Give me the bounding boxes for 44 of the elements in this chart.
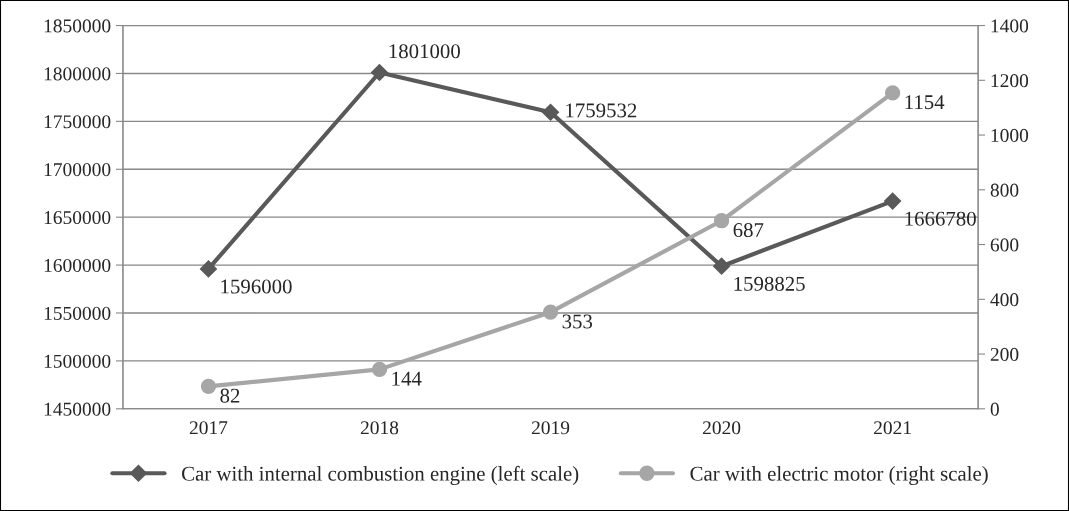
data-label: 1596000 [221,279,292,294]
point [542,304,559,320]
y2-tick-label: 200 [990,347,1019,361]
y-tick-label: 1450000 [44,402,111,416]
legend-label: Car with internal combustion engine (left scale) [182,465,579,486]
x-tick-label: 2018 [360,421,399,435]
point [371,361,388,378]
point [370,63,389,82]
point [884,85,901,101]
data-label: 1801000 [389,44,460,59]
y2-tick-label: 0 [990,402,999,416]
y-tick-label: 1500000 [44,354,111,368]
y2-tick-label: 600 [990,238,1019,252]
point [200,378,217,394]
y2-tick-label: 800 [990,183,1019,197]
data-label: 82 [220,388,240,403]
y-tick-label: 1700000 [44,163,111,177]
y-tick-label: 1650000 [44,210,111,225]
point [713,213,730,229]
y-tick-label: 1800000 [44,67,111,81]
y2-tick-label: 1400 [991,19,1029,33]
data-label: 687 [733,223,764,238]
x-tick-label: 2017 [189,421,228,435]
data-label: 144 [392,371,422,386]
data-label: 1598825 [734,276,805,291]
y2-tick-label: 400 [990,293,1019,307]
point [713,257,731,275]
y-tick-label: 1850000 [44,19,111,33]
point [199,260,218,278]
data-label: 1154 [905,95,945,110]
y2-tick-label: 1200 [991,74,1029,88]
y-tick-label: 1750000 [44,115,111,129]
legend-label: Car with electric motor (right scale) [690,466,988,486]
x-tick-label: 2021 [874,421,911,435]
y-tick-label: 1550000 [44,306,111,320]
data-label: 1666780 [905,211,976,226]
point [884,192,902,210]
point [541,103,560,121]
y-tick-label: 1600000 [44,258,111,273]
y2-tick-label: 1000 [991,128,1029,142]
x-tick-label: 2019 [531,421,570,435]
x-tick-label: 2020 [702,421,741,435]
data-label: 353 [562,314,593,329]
data-label: 1759532 [566,103,637,118]
